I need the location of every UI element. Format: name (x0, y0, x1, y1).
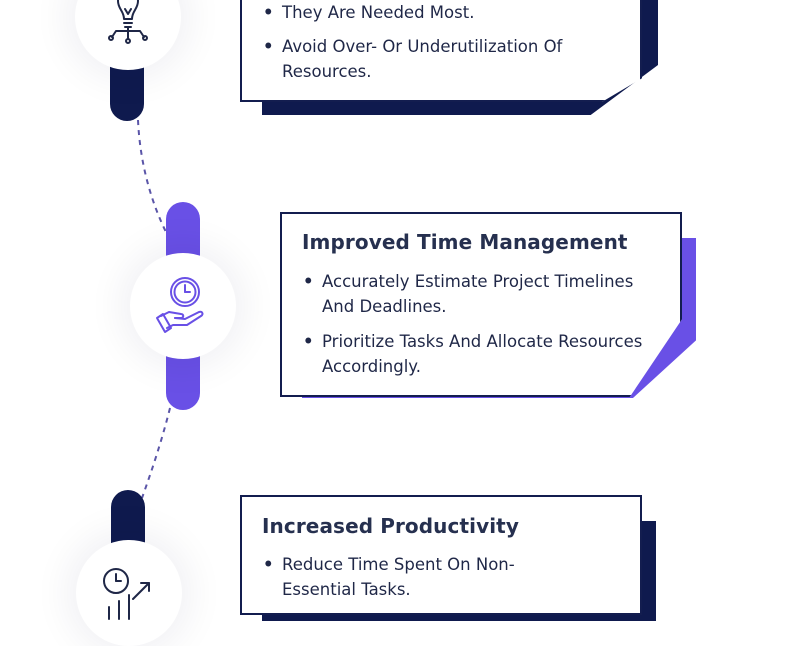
card-3-bullet-1: Reduce Time Spent On Non-Essential Tasks… (263, 552, 533, 602)
card-3-title: Increased Productivity (262, 514, 519, 538)
card-increased-productivity: Increased Productivity Reduce Time Spent… (240, 495, 660, 621)
step-3-icon-circle (76, 540, 182, 646)
lightbulb-icon (108, 0, 148, 44)
step-2-icon-circle (130, 253, 236, 359)
clock-growth-chart-icon (103, 568, 150, 620)
dashed-connector (137, 119, 171, 499)
card-2-bullet-1: Accurately Estimate Project Timelines An… (303, 269, 663, 319)
card-improved-time-management: Improved Time Management Accurately Esti… (280, 212, 700, 402)
card-1-bullet-2: Avoid Over- Or Underutilization Of Resou… (263, 34, 573, 84)
card-resource-allocation: They Are Needed Most. Avoid Over- Or Und… (240, 0, 660, 120)
card-1-bullet-1: They Are Needed Most. (263, 0, 563, 25)
card-2-bullet-2: Prioritize Tasks And Allocate Resources … (303, 329, 643, 379)
clock-hand-icon (156, 277, 204, 333)
card-2-title: Improved Time Management (302, 230, 628, 254)
